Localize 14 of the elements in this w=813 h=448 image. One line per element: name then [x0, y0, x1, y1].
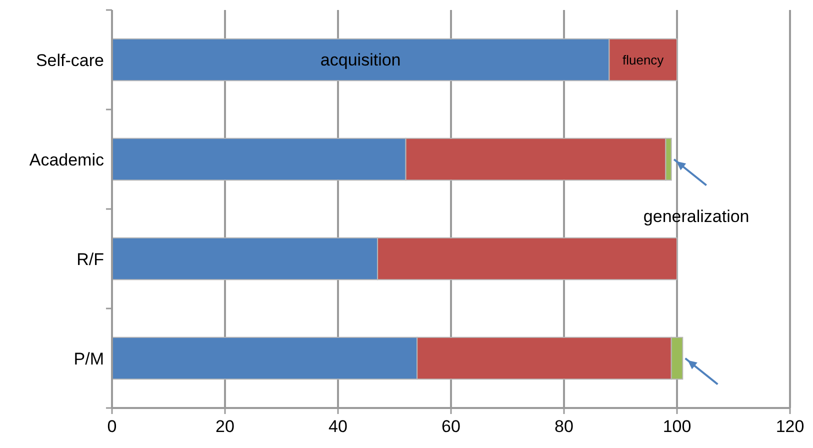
y-tick-label: R/F [76, 250, 104, 269]
y-tick-label: Self-care [36, 50, 104, 70]
text: generalization [643, 207, 750, 226]
x-tick-label: 60 [442, 417, 460, 436]
x-tick-label: 120 [776, 417, 804, 436]
y-tick-label: P/M [74, 349, 104, 368]
series-label: fluency [622, 52, 664, 68]
x-tick-label: 0 [107, 417, 117, 436]
x-tick-label: 20 [216, 417, 234, 436]
x-tick-label: 80 [554, 417, 574, 436]
y-tick-label: Academic [29, 150, 104, 170]
x-tick-label: 40 [328, 417, 348, 436]
x-tick-label: 100 [662, 417, 692, 436]
series-label: acquisition [320, 50, 401, 70]
